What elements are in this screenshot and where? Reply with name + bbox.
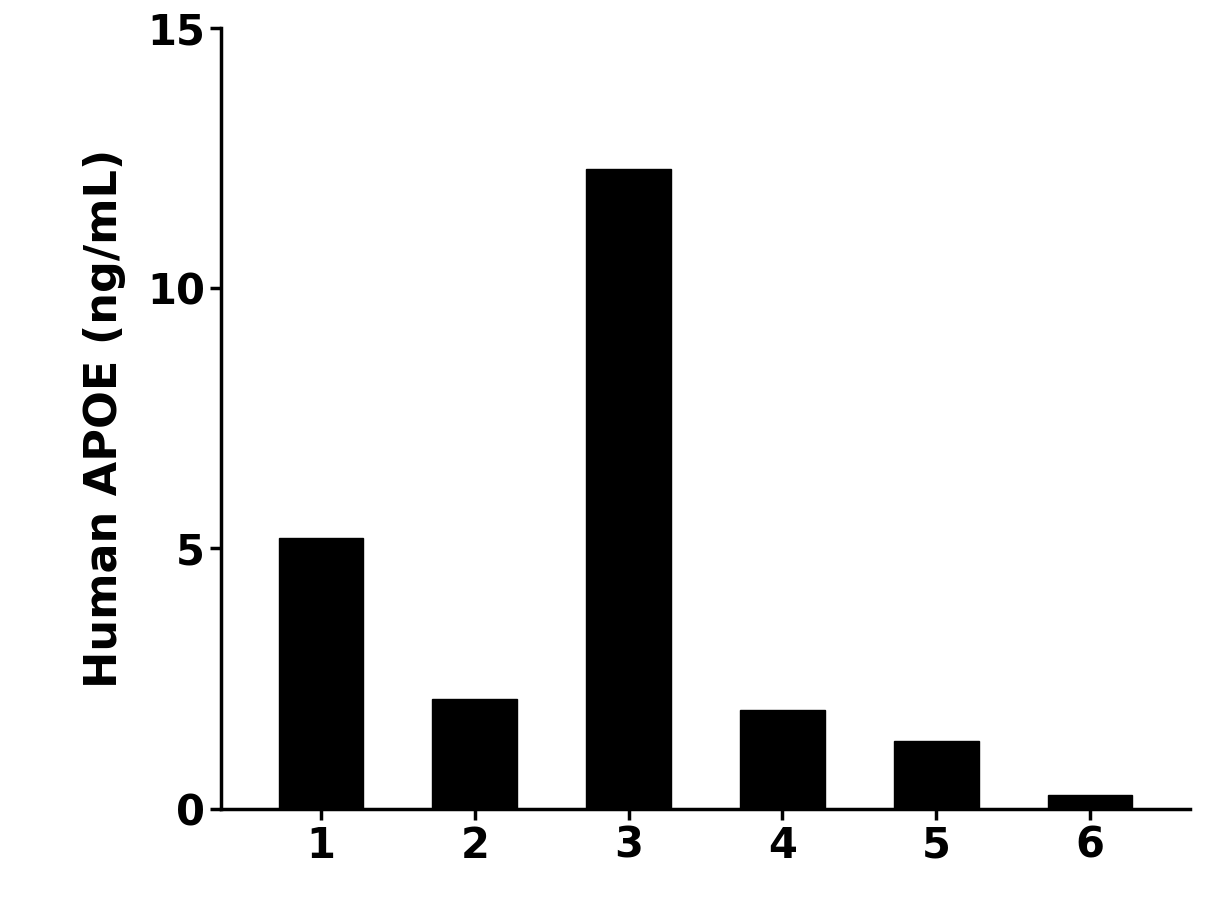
- Bar: [279, 538, 363, 809]
- Bar: [587, 169, 671, 809]
- Bar: [740, 709, 825, 809]
- Y-axis label: Human APOE (ng/mL): Human APOE (ng/mL): [83, 149, 126, 687]
- Bar: [1048, 795, 1133, 809]
- Bar: [894, 741, 979, 809]
- Bar: [432, 699, 517, 809]
